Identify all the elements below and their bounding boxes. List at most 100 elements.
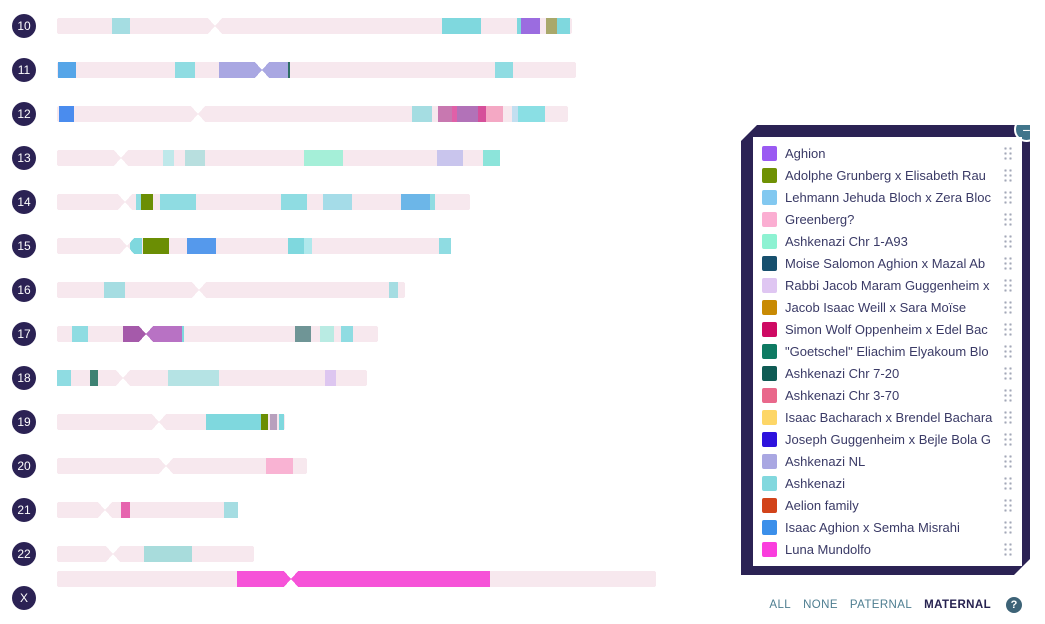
legend-color-swatch[interactable] (762, 520, 777, 535)
legend-color-swatch[interactable] (762, 190, 777, 205)
dna-segment[interactable] (163, 150, 174, 166)
dna-segment[interactable] (518, 106, 545, 122)
dna-segment[interactable] (412, 106, 432, 122)
dna-segment[interactable] (130, 238, 142, 254)
dna-segment[interactable] (521, 18, 540, 34)
drag-handle-icon[interactable] (1003, 366, 1013, 381)
dna-segment[interactable] (295, 326, 311, 342)
dna-segment[interactable] (452, 106, 457, 122)
drag-handle-icon[interactable] (1003, 410, 1013, 425)
dna-segment[interactable] (266, 458, 293, 474)
dna-segment[interactable] (478, 106, 486, 122)
legend-color-swatch[interactable] (762, 300, 777, 315)
dna-segment[interactable] (304, 150, 343, 166)
dna-segment[interactable] (430, 194, 435, 210)
legend-color-swatch[interactable] (762, 322, 777, 337)
drag-handle-icon[interactable] (1003, 454, 1013, 469)
dna-segment[interactable] (112, 18, 130, 34)
dna-segment[interactable] (136, 194, 141, 210)
dna-segment[interactable] (72, 326, 88, 342)
drag-handle-icon[interactable] (1003, 256, 1013, 271)
dna-segment[interactable] (512, 106, 518, 122)
dna-segment[interactable] (141, 194, 153, 210)
legend-color-swatch[interactable] (762, 432, 777, 447)
drag-handle-icon[interactable] (1003, 168, 1013, 183)
dna-segment[interactable] (143, 238, 169, 254)
drag-handle-icon[interactable] (1003, 234, 1013, 249)
dna-segment[interactable] (187, 238, 216, 254)
dna-segment[interactable] (288, 62, 290, 78)
dna-segment[interactable] (206, 414, 261, 430)
drag-handle-icon[interactable] (1003, 520, 1013, 535)
dna-segment[interactable] (442, 18, 481, 34)
legend-item[interactable]: Isaac Bacharach x Brendel Bachara (762, 406, 1017, 428)
drag-handle-icon[interactable] (1003, 476, 1013, 491)
legend-color-swatch[interactable] (762, 168, 777, 183)
dna-segment[interactable] (483, 150, 500, 166)
dna-segment[interactable] (457, 106, 478, 122)
drag-handle-icon[interactable] (1003, 212, 1013, 227)
drag-handle-icon[interactable] (1003, 190, 1013, 205)
dna-segment[interactable] (58, 62, 76, 78)
legend-color-swatch[interactable] (762, 234, 777, 249)
dna-segment[interactable] (557, 18, 570, 34)
dna-segment[interactable] (325, 370, 336, 386)
filter-paternal[interactable]: PATERNAL (849, 599, 913, 611)
dna-segment[interactable] (146, 326, 182, 342)
drag-handle-icon[interactable] (1003, 498, 1013, 513)
dna-segment[interactable] (182, 326, 184, 342)
legend-item[interactable]: "Goetschel" Eliachim Elyakoum Blo (762, 340, 1017, 362)
legend-item[interactable]: Ashkenazi (762, 472, 1017, 494)
dna-segment[interactable] (160, 194, 196, 210)
dna-segment[interactable] (495, 62, 513, 78)
dna-segment[interactable] (144, 546, 192, 562)
legend-item[interactable]: Joseph Guggenheim x Bejle Bola G (762, 428, 1017, 450)
dna-segment[interactable] (121, 502, 130, 518)
legend-item[interactable]: Adolphe Grunberg x Elisabeth Rau (762, 164, 1017, 186)
legend-color-swatch[interactable] (762, 344, 777, 359)
drag-handle-icon[interactable] (1003, 300, 1013, 315)
legend-item[interactable]: Ashkenazi Chr 3-70 (762, 384, 1017, 406)
dna-segment[interactable] (224, 502, 238, 518)
dna-segment[interactable] (219, 62, 288, 78)
legend-color-swatch[interactable] (762, 146, 777, 161)
legend-item[interactable]: Ashkenazi Chr 7-20 (762, 362, 1017, 384)
dna-segment[interactable] (168, 370, 219, 386)
legend-color-swatch[interactable] (762, 476, 777, 491)
legend-color-swatch[interactable] (762, 256, 777, 271)
dna-segment[interactable] (281, 194, 307, 210)
legend-item[interactable]: Isaac Aghion x Semha Misrahi (762, 516, 1017, 538)
drag-handle-icon[interactable] (1003, 388, 1013, 403)
legend-item[interactable]: Rabbi Jacob Maram Guggenheim x (762, 274, 1017, 296)
dna-segment[interactable] (104, 282, 125, 298)
dna-segment[interactable] (517, 18, 521, 34)
help-icon[interactable]: ? (1006, 597, 1022, 613)
legend-color-swatch[interactable] (762, 454, 777, 469)
legend-color-swatch[interactable] (762, 366, 777, 381)
dna-segment[interactable] (237, 571, 490, 587)
filter-maternal[interactable]: MATERNAL (924, 599, 991, 611)
dna-segment[interactable] (175, 62, 195, 78)
drag-handle-icon[interactable] (1003, 542, 1013, 557)
dna-segment[interactable] (437, 150, 463, 166)
dna-segment[interactable] (57, 370, 71, 386)
drag-handle-icon[interactable] (1003, 322, 1013, 337)
legend-item[interactable]: Luna Mundolfo (762, 538, 1017, 560)
filter-all[interactable]: ALL (769, 599, 792, 611)
dna-segment[interactable] (341, 326, 353, 342)
dna-segment[interactable] (401, 194, 430, 210)
dna-segment[interactable] (279, 414, 284, 430)
filter-none[interactable]: NONE (803, 599, 838, 611)
legend-item[interactable]: Aghion (762, 142, 1017, 164)
legend-color-swatch[interactable] (762, 388, 777, 403)
legend-item[interactable]: Aelion family (762, 494, 1017, 516)
dna-segment[interactable] (185, 150, 205, 166)
legend-color-swatch[interactable] (762, 278, 777, 293)
dna-segment[interactable] (486, 106, 503, 122)
drag-handle-icon[interactable] (1003, 344, 1013, 359)
dna-segment[interactable] (320, 326, 334, 342)
legend-item[interactable]: Moise Salomon Aghion x Mazal Ab (762, 252, 1017, 274)
dna-segment[interactable] (323, 194, 352, 210)
dna-segment[interactable] (304, 238, 312, 254)
drag-handle-icon[interactable] (1003, 146, 1013, 161)
